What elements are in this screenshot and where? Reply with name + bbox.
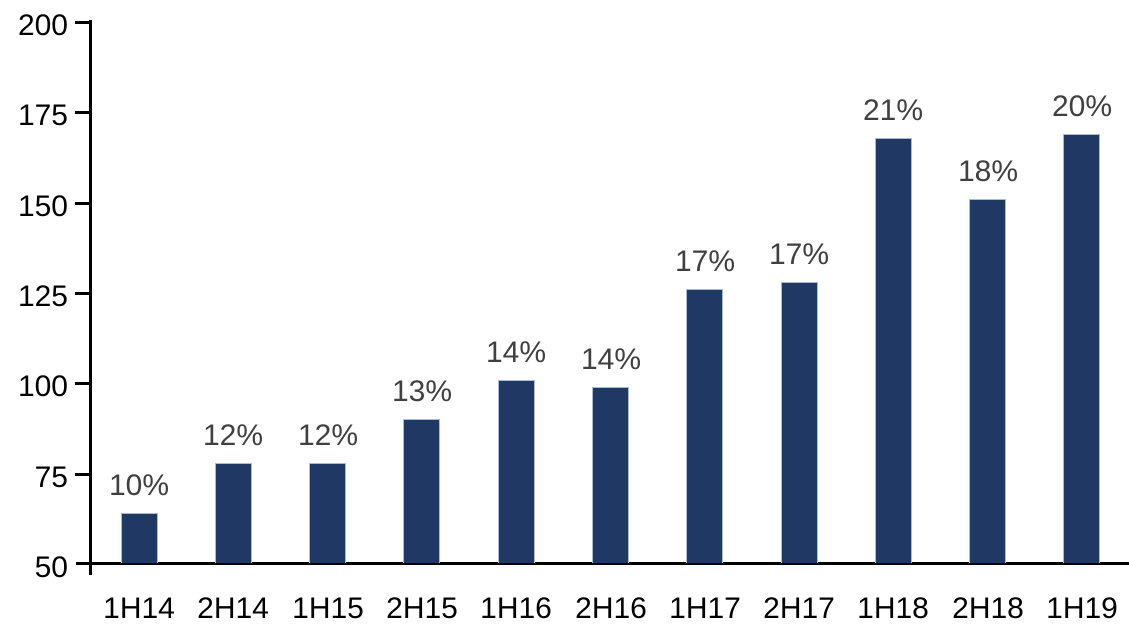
x-tick-label: 1H16 — [480, 592, 552, 625]
x-tick-label: 1H18 — [857, 592, 929, 625]
bar-data-label: 12% — [202, 419, 264, 452]
y-tick-label: 75 — [34, 461, 68, 494]
y-tick-mark — [75, 382, 92, 385]
bar-data-label: 20% — [1051, 90, 1113, 123]
y-tick-mark — [75, 111, 92, 114]
bar-data-label: 18% — [957, 155, 1019, 188]
bar-data-label: 12% — [297, 419, 359, 452]
x-axis-line — [76, 562, 1129, 565]
x-tick-label: 1H14 — [103, 592, 175, 625]
bar-1H15 — [309, 463, 346, 563]
bar-1H17 — [686, 289, 723, 563]
y-axis-line — [89, 20, 92, 575]
bar-data-label: 17% — [674, 245, 736, 278]
bar-data-label: 14% — [485, 336, 547, 369]
bar-1H14 — [121, 513, 158, 563]
x-tick-label: 2H18 — [952, 592, 1024, 625]
bar-data-label: 21% — [862, 94, 924, 127]
x-tick-label: 1H15 — [292, 592, 364, 625]
x-tick-label: 2H15 — [386, 592, 458, 625]
y-tick-label: 175 — [17, 99, 68, 132]
y-tick-label: 150 — [17, 190, 68, 223]
x-tick-label: 2H16 — [575, 592, 647, 625]
y-tick-label: 50 — [34, 551, 68, 584]
bar-1H18 — [875, 138, 912, 563]
bar-data-label: 13% — [391, 375, 453, 408]
y-tick-mark — [75, 21, 92, 24]
bar-1H19 — [1063, 134, 1100, 563]
bar-2H18 — [969, 199, 1006, 563]
x-tick-label: 2H17 — [763, 592, 835, 625]
y-tick-label: 125 — [17, 280, 68, 313]
y-tick-mark — [75, 292, 92, 295]
y-tick-label: 200 — [17, 9, 68, 42]
y-tick-mark — [75, 473, 92, 476]
bar-2H14 — [215, 463, 252, 563]
y-tick-mark — [75, 202, 92, 205]
bar-1H16 — [498, 380, 535, 563]
bar-2H16 — [592, 387, 629, 563]
x-tick-label: 2H14 — [197, 592, 269, 625]
bar-data-label: 17% — [768, 238, 830, 271]
bar-data-label: 10% — [108, 469, 170, 502]
bar-2H17 — [781, 282, 818, 563]
y-tick-label: 100 — [17, 370, 68, 403]
x-tick-label: 1H17 — [669, 592, 741, 625]
bar-data-label: 14% — [580, 343, 642, 376]
x-tick-label: 1H19 — [1046, 592, 1118, 625]
bar-2H15 — [403, 419, 440, 563]
